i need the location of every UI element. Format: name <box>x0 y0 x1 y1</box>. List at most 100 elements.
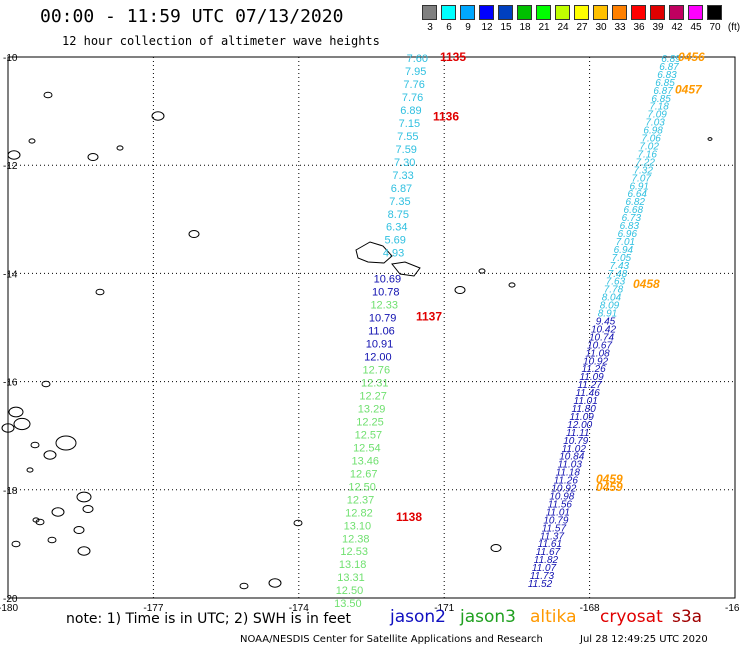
wave-height-label: 11.07 <box>532 563 557 574</box>
wave-height-label: 12.53 <box>340 546 368 558</box>
legend-jason3: jason3 <box>460 607 516 627</box>
wave-height-label: 7.18 <box>649 102 669 113</box>
wave-height-label: 7.33 <box>392 170 413 182</box>
wave-height-label: 12.67 <box>350 468 378 480</box>
wave-height-label: 6.89 <box>400 105 421 117</box>
wave-height-label: 13.29 <box>358 403 386 415</box>
color-scale-label: (ft) <box>727 22 740 33</box>
wave-height-label: 11.11 <box>566 428 590 439</box>
x-tick-label: -168 <box>580 603 600 614</box>
wave-height-label: 12.50 <box>348 481 376 493</box>
island-outline <box>268 578 282 588</box>
island-outline <box>87 153 99 161</box>
wave-height-label: 7.30 <box>394 157 415 169</box>
island-outline <box>47 536 57 544</box>
wave-height-label: 6.82 <box>626 197 646 208</box>
island-outline <box>30 441 40 449</box>
footer-timestamp: Jul 28 12:49:25 UTC 2020 <box>580 634 708 645</box>
wave-height-label: 11.26 <box>554 476 579 487</box>
wave-height-label: 10.91 <box>366 339 394 351</box>
color-scale-label: 15 <box>500 22 512 33</box>
wave-height-label: 10.79 <box>369 313 397 325</box>
island-outline <box>95 288 105 296</box>
color-scale-label: 45 <box>690 22 702 33</box>
island-outline <box>151 111 165 121</box>
wave-height-label: 12.38 <box>342 533 370 545</box>
wave-height-label: 11.27 <box>577 380 602 391</box>
island-outline <box>41 380 51 388</box>
wave-height-label: 11.06 <box>368 326 395 338</box>
wave-height-label: 12.37 <box>347 494 375 506</box>
color-swatch <box>422 5 437 20</box>
color-swatch <box>707 5 722 20</box>
island-outline <box>355 241 393 264</box>
color-swatch <box>460 5 475 20</box>
x-tick-label: -174 <box>289 603 309 614</box>
island-outline <box>8 406 24 418</box>
wave-height-label: 8.75 <box>388 209 409 221</box>
wave-height-label: 6.83 <box>620 221 640 232</box>
color-scale-label: 70 <box>709 22 721 33</box>
wave-height-label: 7.63 <box>606 277 626 288</box>
wave-height-label: 7.03 <box>645 118 665 129</box>
island-outline <box>43 450 57 460</box>
x-tick-label: -177 <box>143 603 163 614</box>
wave-height-label: 12.54 <box>353 442 381 454</box>
wave-height-label: 10.79 <box>543 515 568 526</box>
wave-height-label: 6.89 <box>661 54 681 65</box>
y-tick-label: -18 <box>3 486 18 497</box>
wave-height-label: 7.32 <box>633 165 653 176</box>
wave-height-label: 5.69 <box>384 235 405 247</box>
wave-height-label: 11.80 <box>572 404 597 415</box>
color-scale-label: 27 <box>576 22 588 33</box>
legend-s3a: s3a <box>672 607 703 627</box>
wave-height-label: 6.34 <box>386 222 407 234</box>
wave-height-label: 12.57 <box>355 429 383 441</box>
wave-height-label: 12.00 <box>364 352 392 364</box>
wave-height-label: 7.16 <box>637 149 657 160</box>
wave-height-label: 12.33 <box>370 300 398 312</box>
wave-height-label: 7.76 <box>402 92 423 104</box>
wave-height-label: 12.76 <box>363 365 391 377</box>
wave-height-label: 12.31 <box>361 378 389 390</box>
track-time-label: 0459 <box>596 480 623 494</box>
color-scale-label: 36 <box>633 22 645 33</box>
island-outline <box>7 150 21 160</box>
x-tick-label: -180 <box>0 603 18 614</box>
color-swatch <box>688 5 703 20</box>
wave-height-label: 10.79 <box>563 436 588 447</box>
y-tick-label: -20 <box>3 594 18 605</box>
wave-height-label: 6.87 <box>391 183 412 195</box>
island-outline <box>11 540 21 548</box>
wave-height-label: 11.82 <box>534 555 559 566</box>
legend-cryosat: cryosat <box>600 607 663 627</box>
wave-height-label: 8.04 <box>602 293 622 304</box>
track-time-label: 0457 <box>675 82 703 96</box>
wave-height-label: 7.78 <box>604 285 624 296</box>
y-tick-label: -16 <box>3 378 18 389</box>
color-swatch <box>669 5 684 20</box>
island-outline <box>293 519 303 527</box>
footer-credit: NOAA/NESDIS Center for Satellite Applica… <box>240 634 543 645</box>
wave-height-label: 13.18 <box>339 559 367 571</box>
color-swatch <box>498 5 513 20</box>
island-outline <box>77 546 91 556</box>
island-outline <box>508 282 516 288</box>
color-swatch <box>593 5 608 20</box>
island-outline <box>43 91 53 99</box>
color-scale-label: 21 <box>538 22 550 33</box>
color-scale-label: 33 <box>614 22 626 33</box>
wave-height-label: 12.00 <box>567 420 592 431</box>
wave-height-label: 7.05 <box>612 253 632 264</box>
map-frame <box>7 56 736 599</box>
wave-height-label: 12.50 <box>336 585 364 597</box>
track-time-label: 0456 <box>678 50 705 64</box>
wave-height-label: 11.09 <box>579 372 604 383</box>
map-title: 00:00 - 11:59 UTC 07/13/2020 <box>40 6 344 27</box>
color-scale-label: 24 <box>557 22 569 33</box>
wave-height-label: 6.85 <box>655 78 675 89</box>
island-outline <box>13 417 31 431</box>
wave-height-label: 13.50 <box>334 598 362 610</box>
legend-note: note: 1) Time is in UTC; 2) SWH is in fe… <box>66 611 352 627</box>
